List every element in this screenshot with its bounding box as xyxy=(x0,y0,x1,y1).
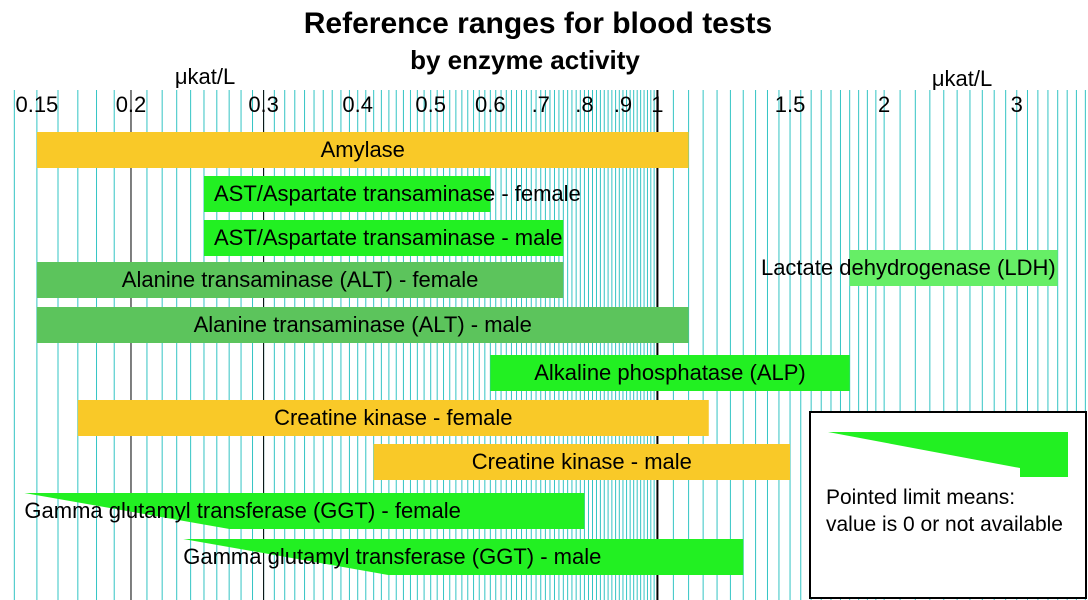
x-tick-label: 0.15 xyxy=(15,92,58,117)
range-bar xyxy=(183,539,744,575)
x-tick-label: 0.2 xyxy=(116,92,147,117)
x-tick-label: 0.6 xyxy=(475,92,506,117)
range-bar xyxy=(849,250,1058,286)
bar-label: Amylase xyxy=(321,137,405,162)
range-bar xyxy=(36,132,689,168)
range-bar xyxy=(203,220,564,256)
x-tick-label: .8 xyxy=(575,92,593,117)
x-tick-label: 3 xyxy=(1011,92,1023,117)
x-tick-label: 0.5 xyxy=(415,92,446,117)
range-bar xyxy=(490,355,850,391)
bar-label: Alkaline phosphatase (ALP) xyxy=(534,360,806,385)
chart-subtitle: by enzyme activity xyxy=(410,45,640,75)
bar-label: Lactate dehydrogenase (LDH) xyxy=(761,255,1056,280)
x-tick-label: 0.4 xyxy=(342,92,373,117)
bar-label: AST/Aspartate transaminase - female xyxy=(214,181,581,206)
chart-title: Reference ranges for blood tests xyxy=(304,7,772,40)
bar-label: Alanine transaminase (ALT) - male xyxy=(194,312,532,337)
range-bar xyxy=(77,400,709,436)
bar-label: Alanine transaminase (ALT) - female xyxy=(122,267,479,292)
range-bar xyxy=(36,307,689,343)
bar-label: Gamma glutamyl transferase (GGT) - male xyxy=(183,544,601,569)
bar-label: Creatine kinase - male xyxy=(472,449,692,474)
x-tick-label: 1.5 xyxy=(775,92,806,117)
legend-note: Pointed limit means: value is 0 or not a… xyxy=(826,486,1063,536)
x-unit: μkat/L xyxy=(932,66,992,91)
range-bar xyxy=(373,444,791,480)
legend-wedge xyxy=(1020,432,1068,477)
x-tick-label: 1 xyxy=(651,92,663,117)
bars xyxy=(24,132,1058,575)
range-bar xyxy=(203,176,491,212)
bar-label: Gamma glutamyl transferase (GGT) - femal… xyxy=(24,498,460,523)
legend-wedge xyxy=(828,432,1068,477)
x-tick-label: .7 xyxy=(532,92,550,117)
range-bar xyxy=(24,493,585,529)
bar-label: Creatine kinase - female xyxy=(274,405,512,430)
x-tick-label: 0.3 xyxy=(248,92,279,117)
x-unit: μkat/L xyxy=(175,64,235,89)
x-tick-label: 2 xyxy=(878,92,890,117)
range-bar xyxy=(36,262,564,298)
x-tick-label: .9 xyxy=(614,92,632,117)
bar-label: AST/Aspartate transaminase - male xyxy=(214,225,562,250)
